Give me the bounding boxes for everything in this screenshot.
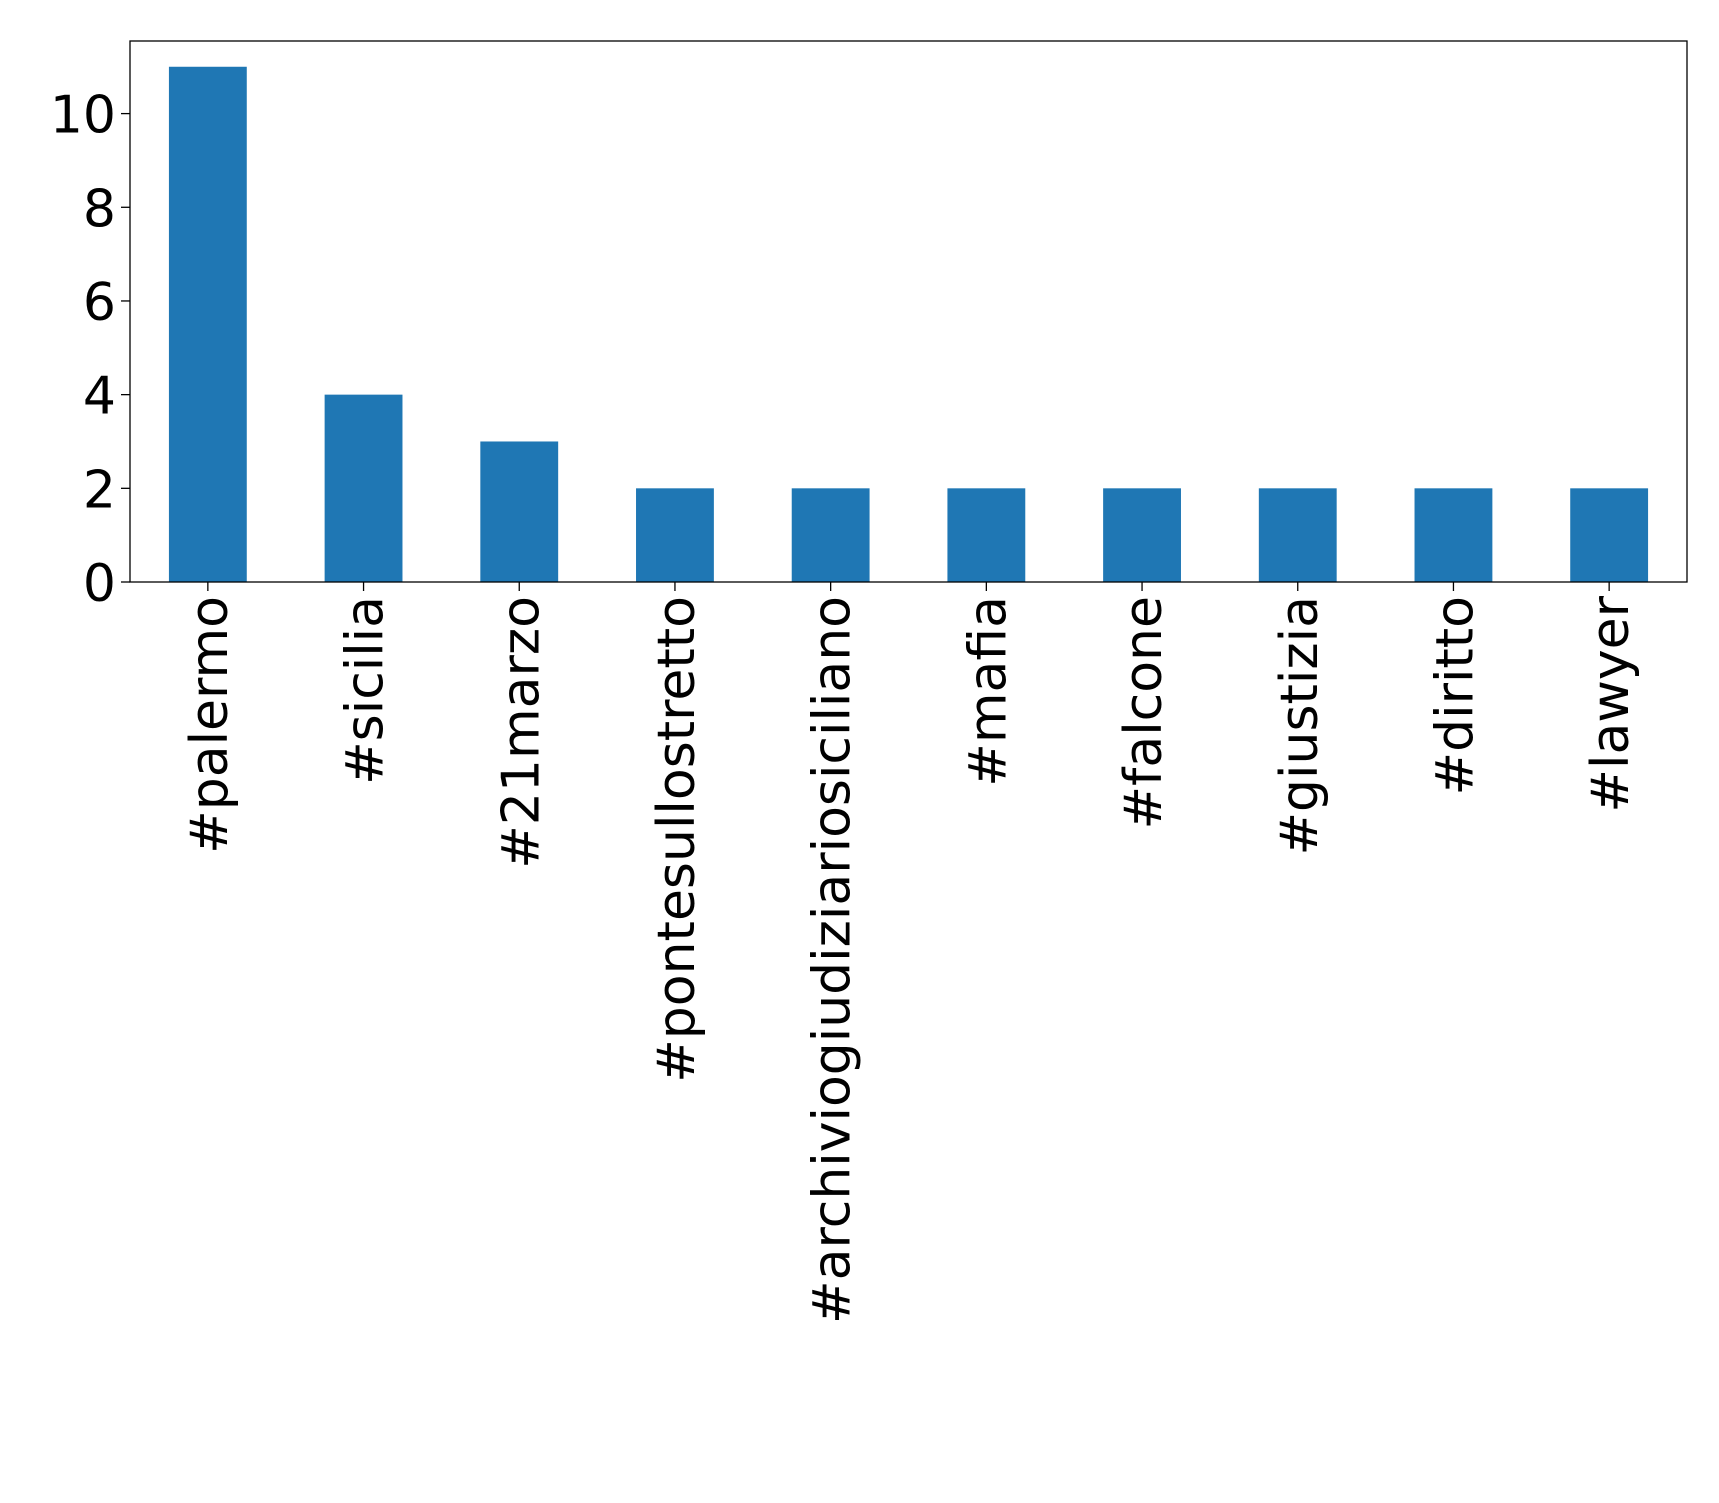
x-tick-label: #mafia [958, 596, 1018, 787]
x-tick-label: #lawyer [1581, 595, 1641, 812]
x-tick-label: #diritto [1425, 596, 1485, 795]
bar [791, 488, 870, 582]
bar [324, 394, 403, 582]
bar [1258, 488, 1337, 582]
y-tick-label: 10 [50, 86, 116, 146]
bar [1414, 488, 1493, 582]
bar [1103, 488, 1181, 582]
bar [636, 488, 714, 582]
x-tick-label: #sicilia [336, 596, 396, 785]
y-tick-label: 8 [83, 179, 116, 239]
bar [1570, 488, 1649, 582]
bar [168, 66, 247, 582]
y-tick-label: 0 [83, 554, 116, 614]
y-tick-label: 4 [83, 367, 116, 427]
x-tick-label: #falcone [1114, 596, 1174, 830]
plot-frame [129, 40, 1688, 583]
x-tick-label: #palermo [180, 596, 240, 854]
x-tick-label: #giustizia [1270, 596, 1330, 856]
x-tick-label: #archiviogiudiziariosiciliano [803, 596, 863, 1324]
x-tick-label: #21marzo [491, 596, 551, 869]
bar [947, 488, 1026, 582]
x-tick-label: #pontesullostretto [647, 596, 707, 1083]
y-tick-label: 2 [83, 460, 116, 520]
y-tick-label: 6 [83, 273, 116, 333]
bar [480, 441, 559, 582]
